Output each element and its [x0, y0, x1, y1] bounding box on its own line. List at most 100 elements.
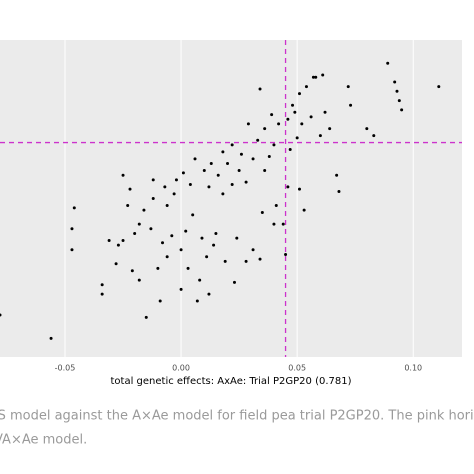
point [121, 173, 125, 177]
point [221, 192, 225, 196]
point [437, 85, 441, 89]
point [214, 231, 218, 235]
point [286, 117, 290, 121]
point [314, 75, 318, 79]
point [263, 169, 267, 173]
point [186, 266, 190, 270]
point [300, 122, 304, 126]
point [158, 299, 162, 303]
point [365, 127, 369, 131]
point [263, 127, 267, 131]
point [272, 222, 276, 226]
point [128, 187, 132, 191]
point [291, 103, 295, 107]
point [251, 248, 255, 252]
point [235, 236, 239, 240]
caption-line: VA×Ae model. [0, 433, 87, 448]
point [149, 227, 153, 231]
point [295, 136, 299, 140]
point [277, 122, 281, 126]
point [400, 108, 404, 112]
point [142, 208, 146, 212]
point [258, 87, 262, 91]
point [207, 292, 211, 296]
point [251, 157, 255, 161]
point [202, 169, 206, 173]
point [302, 208, 306, 212]
point [256, 138, 260, 142]
point [72, 206, 76, 210]
point [126, 203, 130, 207]
point [0, 313, 2, 317]
point [372, 134, 376, 138]
point [179, 287, 183, 291]
point [272, 143, 276, 147]
x-tick-label: -0.05 [55, 364, 76, 373]
point [297, 187, 301, 191]
point [121, 238, 125, 242]
point [193, 157, 197, 161]
point [163, 185, 167, 189]
point [237, 169, 241, 173]
point [232, 280, 236, 284]
point [212, 243, 216, 247]
point [281, 222, 285, 226]
point [184, 229, 188, 233]
point [107, 238, 111, 242]
point [100, 292, 104, 296]
point [288, 148, 292, 152]
point [244, 259, 248, 263]
point [195, 299, 199, 303]
point [244, 180, 248, 184]
point [304, 85, 308, 89]
point [226, 162, 230, 166]
point [156, 266, 160, 270]
x-tick-label: 0.00 [172, 364, 190, 373]
point [116, 243, 120, 247]
point [267, 155, 271, 159]
point [328, 127, 332, 131]
point [395, 89, 399, 93]
point [165, 255, 169, 259]
point [151, 178, 155, 182]
point [188, 183, 192, 187]
point [286, 185, 290, 189]
point [270, 113, 274, 117]
point [170, 234, 174, 238]
point [198, 278, 202, 282]
point [239, 152, 243, 156]
point [137, 278, 141, 282]
point [209, 162, 213, 166]
point [349, 103, 353, 107]
point [151, 197, 155, 200]
point [165, 203, 169, 207]
x-tick-label: 0.05 [288, 364, 306, 373]
point [174, 178, 178, 182]
point [114, 262, 118, 266]
point [386, 61, 390, 65]
point [337, 190, 341, 194]
point [49, 336, 53, 340]
point [207, 185, 211, 189]
point [100, 283, 104, 287]
point [297, 92, 301, 96]
point [258, 257, 262, 261]
point [70, 227, 74, 231]
point [181, 171, 185, 175]
point [161, 241, 165, 245]
point [200, 236, 204, 240]
point [323, 110, 327, 114]
point [309, 115, 313, 119]
point [260, 210, 264, 214]
x-tick-label: 0.10 [404, 364, 422, 373]
point [137, 222, 141, 226]
point [205, 255, 209, 259]
point [216, 173, 220, 177]
point [335, 173, 339, 177]
point [221, 150, 225, 154]
point [293, 110, 297, 114]
point [172, 192, 176, 196]
point [246, 122, 250, 126]
